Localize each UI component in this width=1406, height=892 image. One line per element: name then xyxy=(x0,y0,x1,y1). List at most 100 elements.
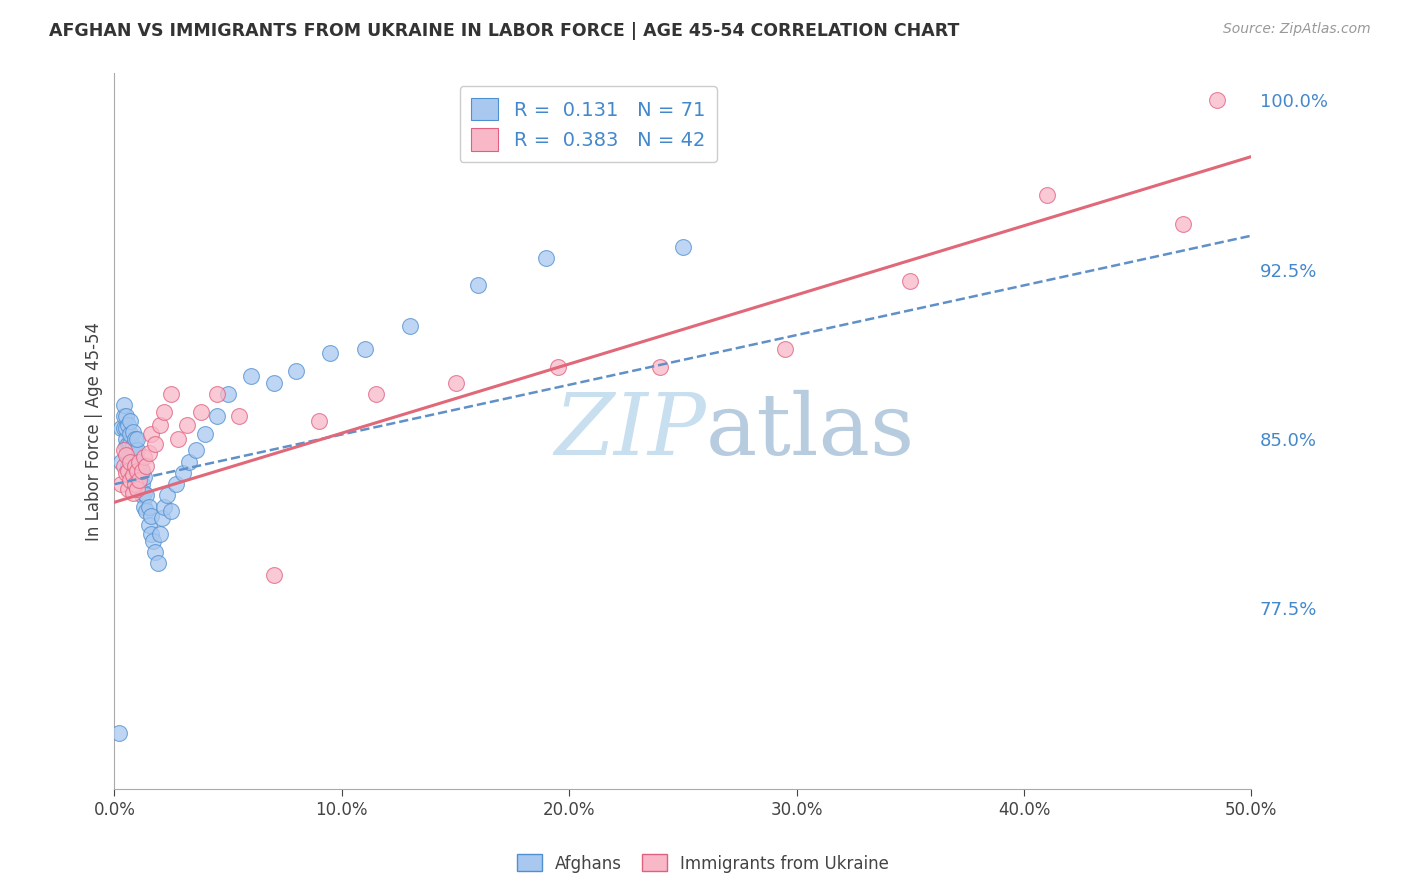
Point xyxy=(898,274,921,288)
Point xyxy=(124,454,146,468)
Point xyxy=(124,432,146,446)
Point xyxy=(131,464,153,478)
Y-axis label: In Labor Force | Age 45-54: In Labor Force | Age 45-54 xyxy=(86,322,103,541)
Point xyxy=(127,443,149,458)
Point xyxy=(1173,218,1195,232)
Point xyxy=(128,454,150,468)
Point xyxy=(112,398,135,412)
Point xyxy=(467,278,489,293)
Point xyxy=(131,477,153,491)
Point xyxy=(143,545,166,559)
Point xyxy=(165,477,187,491)
Point xyxy=(176,418,198,433)
Point xyxy=(399,319,422,334)
Text: AFGHAN VS IMMIGRANTS FROM UKRAINE IN LABOR FORCE | AGE 45-54 CORRELATION CHART: AFGHAN VS IMMIGRANTS FROM UKRAINE IN LAB… xyxy=(49,22,959,40)
Point xyxy=(217,386,239,401)
Point xyxy=(150,511,173,525)
Point xyxy=(112,443,135,458)
Point xyxy=(1206,93,1229,107)
Point xyxy=(319,346,342,360)
Point xyxy=(153,500,176,514)
Point xyxy=(117,482,139,496)
Point xyxy=(149,418,172,433)
Point xyxy=(120,436,142,450)
Point xyxy=(117,450,139,464)
Legend: Afghans, Immigrants from Ukraine: Afghans, Immigrants from Ukraine xyxy=(510,847,896,880)
Point xyxy=(132,486,155,500)
Point xyxy=(112,409,135,424)
Point xyxy=(143,436,166,450)
Point xyxy=(127,482,149,496)
Point xyxy=(120,448,142,462)
Point xyxy=(120,427,142,442)
Point xyxy=(114,439,136,453)
Point xyxy=(114,466,136,480)
Point xyxy=(120,414,142,428)
Point xyxy=(131,464,153,478)
Point xyxy=(124,459,146,474)
Point xyxy=(285,364,308,378)
Point xyxy=(114,432,136,446)
Point xyxy=(536,252,558,266)
Text: Source: ZipAtlas.com: Source: ZipAtlas.com xyxy=(1223,22,1371,37)
Point xyxy=(353,342,375,356)
Point xyxy=(444,376,467,390)
Point xyxy=(190,405,212,419)
Point xyxy=(179,454,201,468)
Point xyxy=(263,567,285,582)
Point xyxy=(364,386,387,401)
Point xyxy=(1035,188,1057,202)
Point xyxy=(160,504,183,518)
Point xyxy=(114,420,136,434)
Point xyxy=(142,533,165,548)
Point xyxy=(128,470,150,484)
Point xyxy=(117,418,139,433)
Point xyxy=(127,464,149,478)
Point xyxy=(135,459,157,474)
Point xyxy=(773,342,796,356)
Point xyxy=(138,517,160,532)
Point xyxy=(110,420,132,434)
Point xyxy=(131,488,153,502)
Point xyxy=(108,725,131,739)
Point xyxy=(120,454,142,468)
Point xyxy=(146,556,169,570)
Point xyxy=(114,448,136,462)
Point xyxy=(127,466,149,480)
Point xyxy=(124,477,146,491)
Point xyxy=(139,527,162,541)
Point xyxy=(132,500,155,514)
Point xyxy=(138,500,160,514)
Point xyxy=(156,488,179,502)
Point xyxy=(650,359,672,374)
Point xyxy=(127,473,149,487)
Point xyxy=(135,504,157,518)
Point xyxy=(138,445,160,459)
Point xyxy=(239,368,262,383)
Point xyxy=(172,466,194,480)
Point xyxy=(672,240,695,254)
Point xyxy=(120,454,142,468)
Point xyxy=(110,477,132,491)
Point xyxy=(121,425,143,440)
Point xyxy=(128,473,150,487)
Point xyxy=(121,459,143,474)
Point xyxy=(139,508,162,523)
Point xyxy=(308,414,330,428)
Point xyxy=(205,386,228,401)
Point xyxy=(153,405,176,419)
Point xyxy=(112,420,135,434)
Point xyxy=(228,409,250,424)
Point xyxy=(186,443,208,458)
Point xyxy=(121,439,143,453)
Text: atlas: atlas xyxy=(706,390,915,473)
Point xyxy=(205,409,228,424)
Point xyxy=(121,468,143,483)
Point xyxy=(128,459,150,474)
Point xyxy=(112,459,135,474)
Point xyxy=(127,454,149,468)
Point xyxy=(121,486,143,500)
Point xyxy=(139,427,162,442)
Point xyxy=(124,443,146,458)
Point xyxy=(117,436,139,450)
